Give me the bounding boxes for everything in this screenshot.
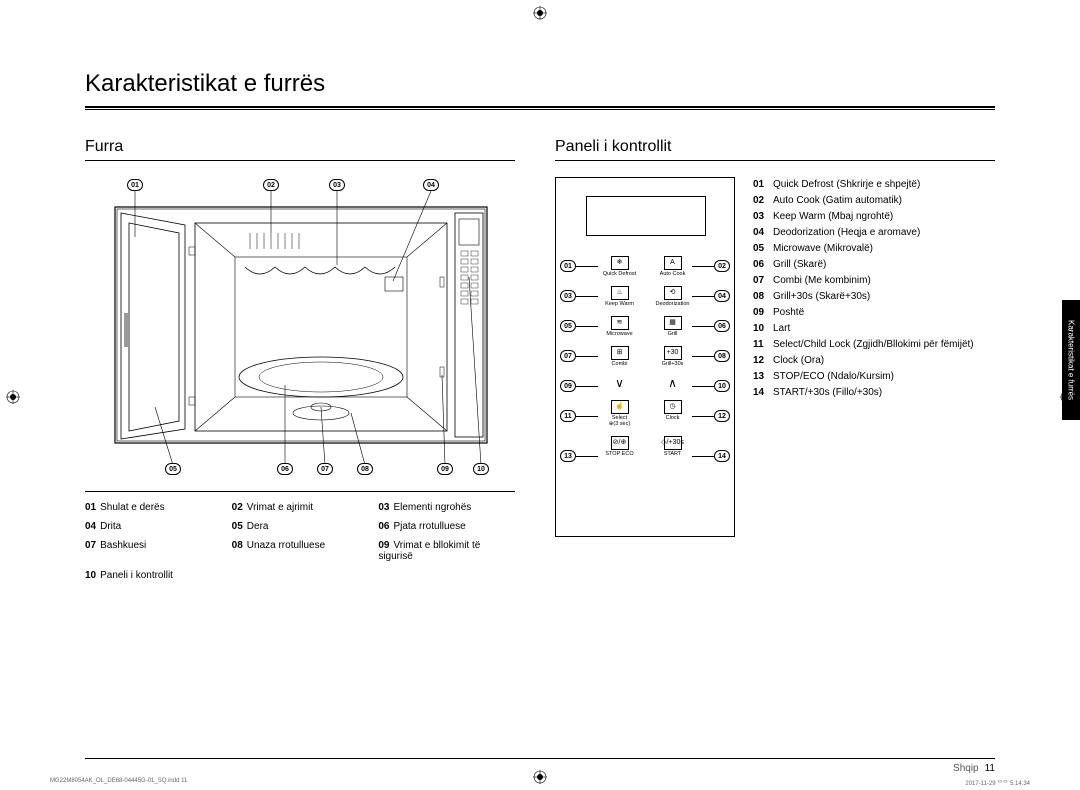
panel-list-item: 14START/+30s (Fillo/+30s) (753, 385, 974, 401)
panel-list-item: 04Deodorization (Heqja e aromave) (753, 225, 974, 241)
panel-list-item: 12Clock (Ora) (753, 353, 974, 369)
oven-callout-02: 02 (263, 179, 279, 191)
legend-item: 06Pjata rrotulluese (378, 521, 515, 532)
footer-page: 11 (985, 763, 995, 774)
panel-list-item: 13STOP/ECO (Ndalo/Kursim) (753, 369, 974, 385)
oven-callout-07: 07 (317, 463, 333, 475)
panel-screen (586, 196, 706, 236)
print-date: 2017-11-29 ᄋᄋ 5:14:34 (965, 778, 1030, 787)
panel-button: ∧ (651, 376, 694, 391)
panel-list-item: 08Grill+30s (Skarë+30s) (753, 289, 974, 305)
title-rule (85, 106, 995, 110)
panel-button: ♨Keep Warm (598, 286, 641, 307)
print-footer: MG22M8054AK_OL_DE68-04445G-01_SQ.indd 11… (50, 778, 1030, 787)
legend-item: 10Paneli i kontrollit (85, 570, 222, 581)
side-tab: Karakteristikat e furrës (1062, 300, 1080, 420)
oven-legend: 01Shulat e derës 02Vrimat e ajrimit 03El… (85, 491, 515, 581)
panel-list-item: 11Select/Child Lock (Zgjidh/Bllokimi për… (753, 337, 974, 353)
p-callout: 13 (560, 450, 576, 462)
print-file: MG22M8054AK_OL_DE68-04445G-01_SQ.indd 11 (50, 778, 187, 787)
panel-button: ◷Clock (651, 400, 694, 427)
section-oven-title: Furra (85, 138, 515, 161)
p-callout: 03 (560, 290, 576, 302)
panel-list-item: 05Microwave (Mikrovalë) (753, 241, 974, 257)
oven-callout-01: 01 (127, 179, 143, 191)
oven-callout-04: 04 (423, 179, 439, 191)
p-callout: 04 (714, 290, 730, 302)
oven-diagram: 01 02 03 04 05 06 07 08 09 10 (85, 177, 515, 477)
p-callout: 07 (560, 350, 576, 362)
panel-button: +30Grill+30s (651, 346, 694, 367)
p-callout: 05 (560, 320, 576, 332)
legend-item: 05Dera (232, 521, 369, 532)
legend-item: 03Elementi ngrohës (378, 502, 515, 513)
panel-list-item: 06Grill (Skarë) (753, 257, 974, 273)
p-callout: 08 (714, 350, 730, 362)
panel-button: ⊞Combi (598, 346, 641, 367)
panel-button: ❄Quick Defrost (598, 256, 641, 277)
panel-button: ⟲Deodorization (651, 286, 694, 307)
panel-button: ≋Microwave (598, 316, 641, 337)
registration-mark (533, 6, 547, 20)
panel-button: ▦Grill (651, 316, 694, 337)
panel-list: 01Quick Defrost (Shkrirje e shpejtë)02Au… (753, 177, 974, 537)
legend-item: 07Bashkuesi (85, 540, 222, 562)
panel-list-item: 01Quick Defrost (Shkrirje e shpejtë) (753, 177, 974, 193)
p-callout: 11 (560, 410, 576, 422)
oven-svg (85, 177, 515, 477)
p-callout: 12 (714, 410, 730, 422)
panel-list-item: 07Combi (Me kombinim) (753, 273, 974, 289)
panel-button: ∨ (598, 376, 641, 391)
panel-button: ⊘/⊕STOP ECO (598, 436, 641, 457)
panel-list-item: 10Lart (753, 321, 974, 337)
legend-item: 01Shulat e derës (85, 502, 222, 513)
legend-item: 09Vrimat e bllokimit të sigurisë (378, 540, 515, 562)
oven-callout-03: 03 (329, 179, 345, 191)
legend-item: 08Unaza rrotulluese (232, 540, 369, 562)
page-footer: Shqip 11 (85, 758, 995, 774)
panel-button: AAuto Cook (651, 256, 694, 277)
oven-callout-10: 10 (473, 463, 489, 475)
p-callout: 14 (714, 450, 730, 462)
panel-list-item: 03Keep Warm (Mbaj ngrohtë) (753, 209, 974, 225)
page-title: Karakteristikat e furrës (85, 70, 995, 98)
panel-button: ☝Select ⊕(3 sec) (598, 400, 641, 427)
control-panel-diagram: ❄Quick Defrost AAuto Cook ♨Keep Warm ⟲Deodo… (555, 177, 735, 537)
panel-list-item: 02Auto Cook (Gatim automatik) (753, 193, 974, 209)
registration-mark (6, 390, 20, 404)
panel-button: ◇/+30sSTART (651, 436, 694, 457)
oven-callout-08: 08 (357, 463, 373, 475)
footer-lang: Shqip (953, 763, 979, 774)
oven-callout-06: 06 (277, 463, 293, 475)
panel-list-item: 09Poshtë (753, 305, 974, 321)
p-callout: 01 (560, 260, 576, 272)
p-callout: 09 (560, 380, 576, 392)
p-callout: 02 (714, 260, 730, 272)
oven-callout-09: 09 (437, 463, 453, 475)
legend-item: 04Drita (85, 521, 222, 532)
legend-item: 02Vrimat e ajrimit (232, 502, 369, 513)
p-callout: 06 (714, 320, 730, 332)
section-panel-title: Paneli i kontrollit (555, 138, 995, 161)
oven-callout-05: 05 (165, 463, 181, 475)
p-callout: 10 (714, 380, 730, 392)
